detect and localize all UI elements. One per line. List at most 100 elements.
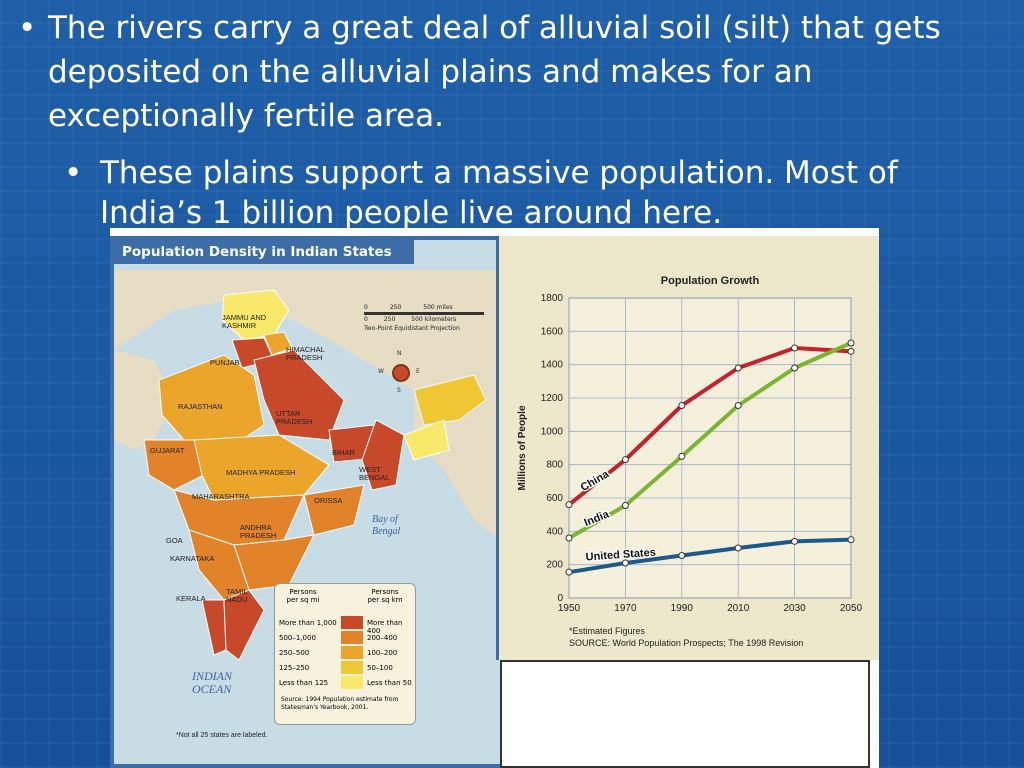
data-point xyxy=(621,559,629,567)
state-labels: JAMMU AND KASHMIR HIMACHAL PRADESH PUNJA… xyxy=(114,240,501,764)
data-point xyxy=(678,452,686,460)
x-tick-label: 1990 xyxy=(671,603,694,614)
state-gujarat xyxy=(143,439,205,491)
scale-km-1: 250 xyxy=(383,316,396,323)
map-scale: 0 250 500 miles 0 250 500 kilometers Two… xyxy=(364,304,484,332)
state-orissa xyxy=(303,484,365,536)
label-west-bengal: WEST BENGAL xyxy=(359,465,390,482)
series-line-united-states xyxy=(568,537,852,575)
y-tick-label: 200 xyxy=(546,560,563,571)
legend-header-km: Persons per sq km xyxy=(367,588,403,604)
label-jammu-kashmir: JAMMU AND KASHMIR xyxy=(222,313,267,330)
neighbour-land-west xyxy=(114,350,174,450)
legend-mi-label: 500–1,000 xyxy=(279,634,316,642)
label-orissa: ORISSA xyxy=(314,496,343,505)
y-tick-label: 0 xyxy=(557,593,563,604)
legend-mi-label: 125–250 xyxy=(279,664,310,672)
legend-km-label: Less than 50 xyxy=(367,679,412,687)
label-indian-ocean: INDIAN OCEAN xyxy=(192,669,232,696)
map-footnote: *Not all 25 states are labeled. xyxy=(176,732,268,739)
x-tick-label: 1950 xyxy=(558,603,581,614)
textbook-figure: Population Density in Indian States 0 25… xyxy=(110,228,879,768)
state-west-bengal xyxy=(361,419,405,491)
label-andhra: ANDHRA PRADESH xyxy=(240,523,277,540)
y-tick-label: 800 xyxy=(546,460,563,471)
legend-row: 125–250 50–100 xyxy=(275,661,415,675)
state-northeast-south xyxy=(403,419,450,461)
data-point xyxy=(565,501,573,509)
compass-rose-icon: N E W S xyxy=(378,350,422,394)
state-rajasthan xyxy=(158,354,265,446)
data-point xyxy=(847,347,855,355)
legend-swatch xyxy=(341,661,363,674)
data-point xyxy=(565,568,573,576)
y-tick-label: 1200 xyxy=(541,393,564,404)
label-tamil-nadu: TAMIL NADU xyxy=(226,587,248,604)
scale-km-2: 500 kilometers xyxy=(411,316,457,323)
state-himachal xyxy=(263,331,293,356)
legend-swatch xyxy=(341,616,363,629)
label-kerala: KERALA xyxy=(176,594,206,603)
legend-row: More than 1,000 More than 400 xyxy=(275,616,415,635)
legend-km-label: 100–200 xyxy=(367,649,398,657)
data-point xyxy=(678,402,686,409)
scale-bar xyxy=(364,312,484,315)
legend-row: 250–500 100–200 xyxy=(275,646,415,660)
chart-panel: 0 200 400 600 800 1000 1200 1400 1600 1800 1950 197… xyxy=(496,236,879,660)
data-point xyxy=(734,402,742,409)
legend-mi-label: More than 1,000 xyxy=(279,619,337,627)
x-tick-label: 2050 xyxy=(840,603,863,614)
map-projection: Two-Point Equidistant Projection xyxy=(364,325,460,332)
series-line-china xyxy=(567,346,852,507)
data-point xyxy=(734,364,742,372)
label-rajasthan: RAJASTHAN xyxy=(178,402,223,411)
scale-mi-0: 0 xyxy=(364,304,368,311)
y-tick-label: 1000 xyxy=(541,426,564,437)
legend-mi-label: 250–500 xyxy=(279,649,310,657)
chart-title: Population Growth xyxy=(661,275,760,287)
data-point xyxy=(791,537,799,545)
label-bay-of-bengal: Bay of Bengal xyxy=(372,514,401,537)
y-tick-label: 1400 xyxy=(541,360,564,371)
compass-n: N xyxy=(397,350,402,357)
chart-source: SOURCE: World Population Prospects; The … xyxy=(569,638,804,648)
label-uttar-pradesh: UTTAR PRADESH xyxy=(276,409,313,426)
bullet-1-text: The rivers carry a great deal of alluvia… xyxy=(48,10,941,134)
data-point xyxy=(791,364,799,372)
data-point xyxy=(678,552,686,559)
scale-mi-2: 500 miles xyxy=(423,304,453,311)
data-point xyxy=(847,339,855,347)
legend-km-label: 50–100 xyxy=(367,664,393,672)
legend-row: 500–1,000 200–400 xyxy=(275,631,415,645)
data-point xyxy=(621,502,629,509)
legend-swatch xyxy=(341,646,363,659)
label-punjab: PUNJAB xyxy=(210,358,240,367)
scale-mi-1: 250 xyxy=(389,304,402,311)
data-point xyxy=(791,344,799,352)
y-tick-label: 600 xyxy=(546,493,563,504)
data-point xyxy=(565,534,573,542)
state-tamil-nadu xyxy=(223,589,265,661)
bullet-dot: • xyxy=(64,155,83,191)
legend-row: Less than 125 Less than 50 xyxy=(275,676,415,690)
series-line-india xyxy=(568,341,852,540)
legend-mi-label: Less than 125 xyxy=(279,679,329,687)
compass-w: W xyxy=(378,368,384,375)
state-northeast xyxy=(413,374,487,426)
x-tick-label: 2010 xyxy=(727,603,750,614)
india-map xyxy=(114,270,501,661)
label-goa: GOA xyxy=(166,536,183,545)
neighbour-land xyxy=(114,270,501,420)
legend-swatch xyxy=(341,631,363,644)
map-panel: Population Density in Indian States 0 25… xyxy=(110,236,505,768)
compass-e: E xyxy=(416,368,420,375)
bullet-2-text: These plains support a massive populatio… xyxy=(100,155,898,231)
label-himachal: HIMACHAL PRADESH xyxy=(286,345,325,362)
legend-source: Source: 1994 Population estimate from St… xyxy=(281,696,399,711)
y-tick-label: 1600 xyxy=(541,326,564,337)
scale-km-0: 0 xyxy=(364,316,368,323)
y-axis-label: Millions of People xyxy=(517,405,528,490)
state-uttar-pradesh xyxy=(253,349,345,441)
data-point xyxy=(621,456,629,464)
label-gujarat: GUJARAT xyxy=(150,446,185,455)
